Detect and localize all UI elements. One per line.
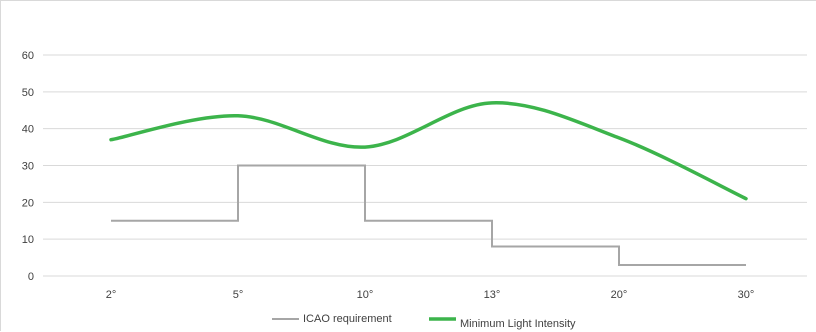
legend: ICAO requirement Minimum Light Intensity [272, 313, 576, 330]
y-tick-label: 40 [22, 124, 34, 136]
x-tick-label: 10° [357, 289, 374, 301]
legend-label: ICAO requirement [303, 313, 392, 325]
y-tick-label: 50 [22, 87, 34, 99]
y-tick-label: 60 [22, 50, 34, 62]
series [109, 101, 748, 266]
series-line-icao-requirement [111, 164, 746, 266]
x-tick-label: 20° [611, 289, 628, 301]
y-tick-label: 20 [22, 197, 34, 209]
y-tick-label: 10 [22, 234, 34, 246]
y-tick-label: 0 [28, 271, 34, 283]
series-line-minimum-light-intensity [109, 101, 748, 201]
x-axis-ticks: 2° 5° 10° 13° 20° 30° [106, 289, 755, 301]
gridlines [43, 54, 807, 277]
x-tick-label: 30° [738, 289, 755, 301]
y-axis-ticks: 0 10 20 30 40 50 60 [22, 50, 34, 283]
x-tick-label: 2° [106, 289, 117, 301]
legend-label: Minimum Light Intensity [460, 318, 576, 330]
y-tick-label: 30 [22, 161, 34, 173]
x-tick-label: 5° [233, 289, 244, 301]
x-tick-label: 13° [484, 289, 501, 301]
